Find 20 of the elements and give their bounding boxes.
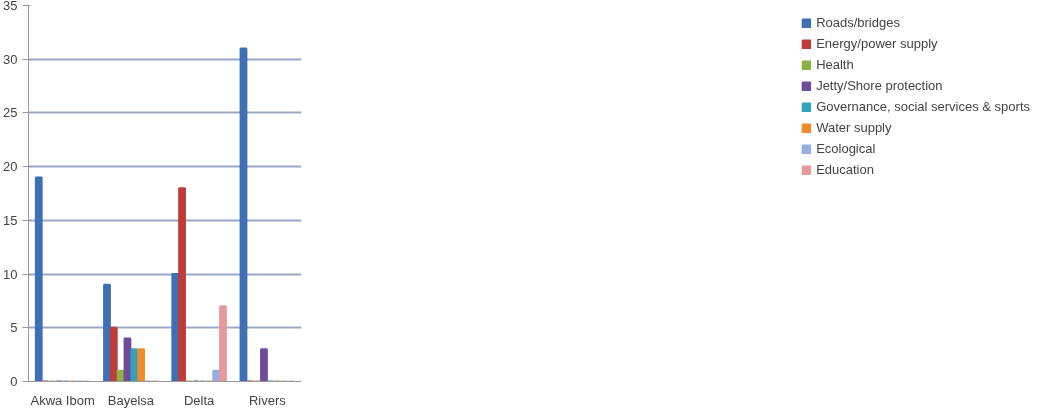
- y-tick-label: 15: [3, 212, 18, 228]
- x-tick-label: Akwa Ibom: [30, 392, 95, 408]
- x-tick-label: Rivers: [248, 392, 287, 408]
- legend-label: Governance, social services & sports: [816, 99, 1030, 114]
- y-tick-label: 35: [3, 0, 18, 13]
- legend-label: Ecological: [816, 141, 876, 156]
- y-tick-label: 5: [10, 320, 18, 336]
- legend-label: Energy/power supply: [816, 36, 938, 51]
- y-tick-label: 25: [3, 105, 18, 121]
- x-tick-label: Delta: [183, 392, 216, 408]
- legend-label: Health: [816, 57, 854, 72]
- y-tick-label: 20: [3, 159, 18, 175]
- legend-label: Jetty/Shore protection: [816, 78, 943, 93]
- y-tick-label: 30: [3, 51, 18, 67]
- legend-label: Roads/bridges: [816, 15, 900, 30]
- x-tick-label: Bayelsa: [107, 392, 155, 408]
- legend-label: Water supply: [816, 120, 892, 135]
- y-tick-label: 0: [10, 374, 18, 389]
- legend-label: Education: [816, 162, 874, 177]
- y-tick-label: 10: [3, 266, 18, 282]
